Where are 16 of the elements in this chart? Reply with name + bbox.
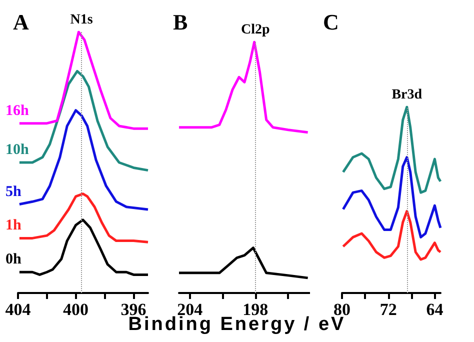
series-label: 5h xyxy=(5,184,22,200)
series-label: 1h xyxy=(5,218,22,234)
chart-title: C xyxy=(323,10,339,34)
ref-line-label: N1s xyxy=(70,12,94,28)
chart-title: B xyxy=(173,10,188,34)
series-label: 0h xyxy=(5,252,22,268)
x-tick-label: 400 xyxy=(63,300,89,319)
x-tick-label: 198 xyxy=(242,300,268,319)
chart-title: A xyxy=(13,10,29,34)
ref-line-label: Br3d xyxy=(392,88,422,102)
x-tick-label: 72 xyxy=(380,300,397,319)
ref-line-label: Cl2p xyxy=(241,22,270,38)
x-tick-label: 64 xyxy=(426,300,444,319)
x-tick-label: 404 xyxy=(5,300,32,319)
series-label: 10h xyxy=(5,142,30,158)
series-label: 16h xyxy=(5,102,30,119)
